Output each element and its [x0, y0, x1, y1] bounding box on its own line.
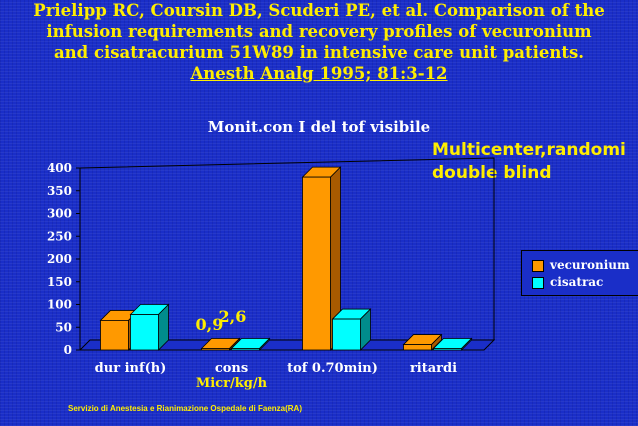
chart-labels: 0 50 100 150 200 250 300 350 400 dur inf(h) cons to… — [47, 161, 457, 391]
y-tick-label-3: 150 — [47, 275, 72, 289]
legend-swatch-vecuronium — [532, 259, 544, 272]
annotation-vecuronium-cons: 0,9 — [196, 315, 224, 334]
slide-title: Prielipp RC, Coursin DB, Scuderi PE, et … — [0, 0, 638, 84]
legend-label-cisatrac: cisatrac — [550, 275, 604, 289]
chart-bars — [99, 166, 473, 351]
study-design-line-1: Multicenter,randomi — [432, 140, 626, 160]
x-tick-label-0: dur inf(h) — [95, 361, 167, 376]
legend-item-cisatrac: cisatrac — [532, 275, 603, 289]
y-tick-label-6: 300 — [47, 207, 72, 221]
bar-vecuronium-0 — [100, 320, 129, 351]
chart-title: Monit.con I del tof visibile — [207, 118, 431, 136]
bar-cisatrac-3 — [433, 348, 462, 351]
annotation-cisatrac-cons: 2,6 — [219, 307, 247, 326]
x-tick-label-3: ritardi — [410, 361, 457, 376]
legend: vecuronium cisatrac — [521, 250, 638, 296]
title-line-3: and cisatracurium 51W89 in intensive car… — [53, 43, 584, 62]
bar-cisatrac-0 — [130, 314, 159, 351]
title-line-2: infusion requirements and recovery profi… — [46, 22, 592, 41]
annotation-unit: Micr/kg/h — [196, 376, 268, 391]
bar-vecuronium-1 — [201, 348, 230, 351]
study-design-line-2: double blind — [432, 163, 552, 183]
y-tick-label-4: 200 — [47, 252, 72, 266]
y-tick-label-2: 100 — [47, 298, 72, 312]
y-tick-label-8: 400 — [47, 161, 72, 175]
legend-item-vecuronium: vecuronium — [532, 258, 630, 272]
y-tick-label-7: 350 — [47, 184, 72, 198]
bar-vecuronium-3 — [403, 344, 432, 351]
y-tick-label-5: 250 — [47, 229, 72, 243]
x-tick-label-1: cons — [215, 361, 248, 376]
bar-vecuronium-2 — [302, 176, 331, 351]
title-line-1: Prielipp RC, Coursin DB, Scuderi PE, et … — [33, 1, 605, 20]
bar-cisatrac-1 — [231, 348, 260, 351]
legend-swatch-cisatrac — [532, 276, 544, 289]
bar-cisatrac-2 — [332, 318, 361, 351]
y-tick-label-0: 0 — [64, 343, 72, 357]
legend-label-vecuronium: vecuronium — [550, 258, 630, 272]
footer-credit: Servizio di Anestesia e Rianimazione Osp… — [68, 404, 302, 413]
chart-axes — [76, 157, 496, 351]
y-tick-label-1: 50 — [55, 320, 72, 334]
x-tick-label-2: tof 0.70min) — [287, 361, 378, 376]
citation: Anesth Analg 1995; 81:3-12 — [190, 64, 448, 83]
